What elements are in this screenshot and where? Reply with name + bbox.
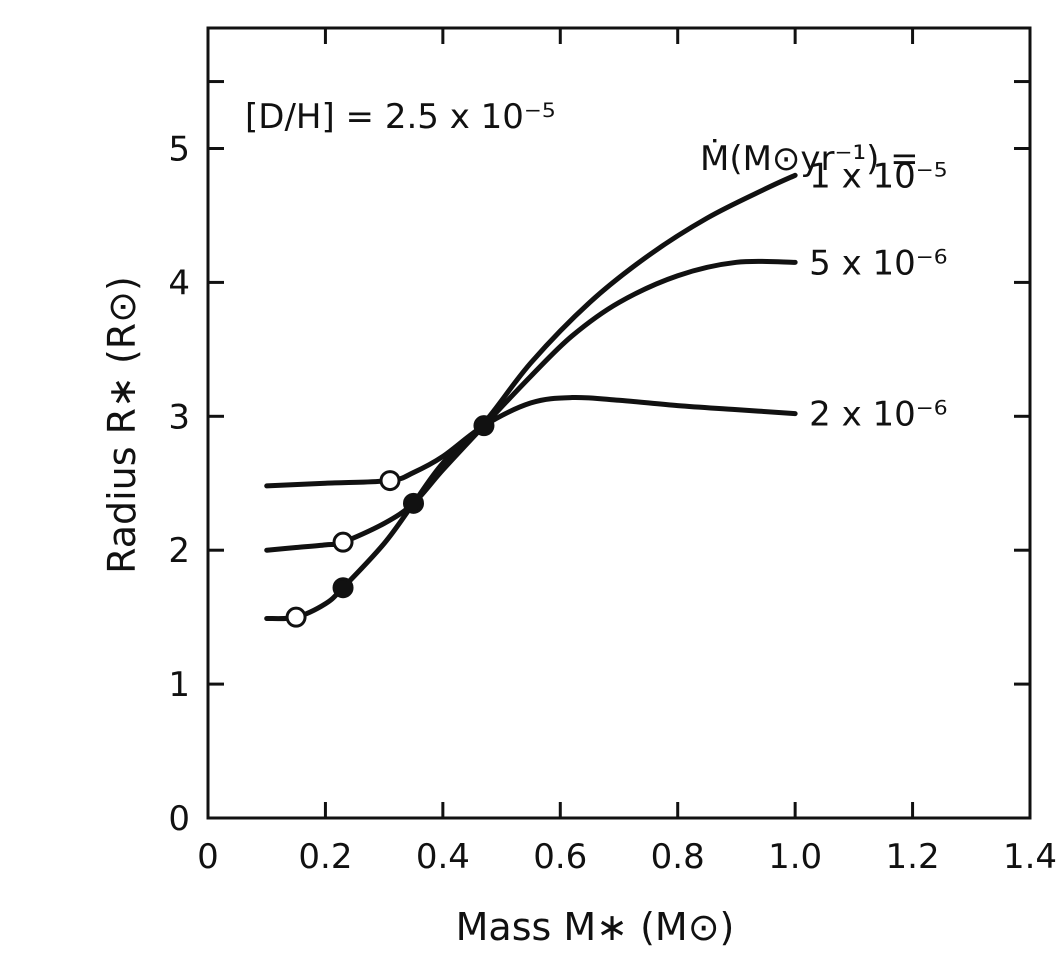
x-tick-label: 1.0 xyxy=(768,837,822,877)
y-tick-label: 1 xyxy=(168,665,190,705)
x-axis-title: Mass M∗ (M⊙) xyxy=(456,905,735,949)
series-line-3 xyxy=(264,394,798,489)
axis-tick-labels: 0 0.2 0.4 0.6 0.8 1.0 1.2 1.4 0 1 2 3 4 5 xyxy=(168,130,1057,877)
y-axis-title: Radius R∗ (R⊙) xyxy=(100,276,144,574)
filled-marker xyxy=(332,577,354,599)
y-tick-label: 5 xyxy=(168,130,190,170)
x-tick-label: 1.2 xyxy=(886,837,940,877)
open-marker xyxy=(379,470,401,492)
x-tick-label: 0 xyxy=(197,837,219,877)
x-tick-label: 0.8 xyxy=(651,837,705,877)
filled-marker xyxy=(403,492,424,514)
y-tick-label: 0 xyxy=(168,799,190,839)
series-label-1: 1 x 10⁻⁵ xyxy=(809,156,947,196)
y-tick-label: 2 xyxy=(168,531,190,571)
dh-annotation: [D/H] = 2.5 x 10⁻⁵ xyxy=(245,97,555,137)
plot-frame xyxy=(206,26,1032,820)
series-labels: 1 x 10⁻⁵ 5 x 10⁻⁶ 2 x 10⁻⁶ xyxy=(809,156,947,434)
series-label-2: 5 x 10⁻⁶ xyxy=(809,243,947,283)
x-tick-label: 1.4 xyxy=(1003,837,1057,877)
x-tick-label: 0.6 xyxy=(533,837,587,877)
y-tick-label: 3 xyxy=(168,397,190,437)
series-label-3: 2 x 10⁻⁶ xyxy=(809,395,947,435)
open-marker xyxy=(332,531,354,553)
filled-marker xyxy=(473,415,495,437)
open-marker xyxy=(285,606,307,628)
y-tick-label: 4 xyxy=(168,263,190,303)
x-tick-label: 0.2 xyxy=(298,837,352,877)
axis-ticks xyxy=(206,28,1032,820)
x-tick-label: 0.4 xyxy=(416,837,470,877)
legend-title: Ṁ(M⊙yr⁻¹) = xyxy=(700,139,919,179)
data-markers xyxy=(285,415,495,628)
series-line-2 xyxy=(264,258,798,553)
